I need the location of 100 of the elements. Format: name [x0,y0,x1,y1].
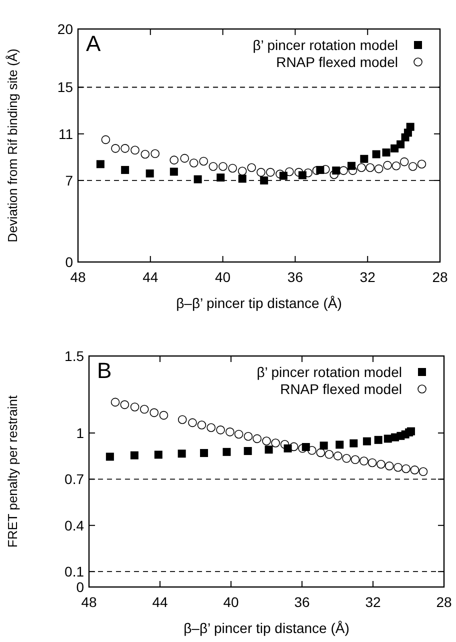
point [130,451,138,460]
point [226,428,234,436]
point [121,166,130,174]
x-tick-label: 32 [365,594,381,610]
annotation: A [86,31,101,56]
point [96,160,104,168]
point [216,426,225,434]
point [392,161,401,170]
y-tick-label: 1 [76,424,84,441]
point [384,462,394,470]
x-tick-label: 40 [223,594,239,610]
x-tick-label: 28 [436,594,452,610]
y-tick-label: 0.4 [64,517,84,534]
point [336,440,344,449]
point [342,454,351,463]
point [262,436,271,446]
point [120,144,130,153]
point [394,462,402,472]
y-tick-label: 0 [65,254,74,270]
point [360,456,368,466]
point [271,438,280,448]
point [266,168,275,177]
point [120,400,130,410]
point [383,160,392,170]
point [228,164,237,173]
x-tick-label: 48 [81,594,97,610]
y-tick-label: 11 [58,126,74,142]
point [206,423,216,432]
point [180,154,190,163]
point [178,450,186,458]
y-tick-label: 15 [57,79,74,96]
point [150,149,160,158]
point [408,162,418,171]
point [216,174,225,182]
x-tick-label: 44 [142,269,158,285]
point [170,168,178,176]
point [350,455,360,464]
point [238,174,246,183]
point [110,398,120,407]
point [418,467,428,476]
y-tick-label: 0.1 [64,564,84,580]
point [417,160,426,169]
x-axis-title: β–β’ pincer tip distance (Å) [184,620,350,636]
point [146,169,154,178]
point [140,150,150,159]
point [252,434,262,444]
point [130,402,140,412]
point [111,144,120,153]
point [200,449,208,458]
point [298,171,306,180]
point [402,464,410,474]
x-tick-label: 36 [287,269,304,285]
point [106,452,114,461]
point [339,166,348,175]
legend-label: β’ pincer rotation model [256,364,402,380]
point [324,450,334,459]
y-tick-label: 1.5 [64,348,84,364]
point [234,430,244,439]
point [332,166,340,175]
point [320,442,328,450]
y-tick-label: 0 [76,578,84,595]
point [302,443,310,452]
point [396,140,405,148]
point [333,452,342,460]
legend-label: RNAP flexed model [280,380,402,397]
point [188,418,197,428]
point [208,162,218,171]
point [382,148,390,156]
point [360,154,368,163]
x-tick-label: 44 [152,594,168,610]
y-tick-label: 0.7 [64,471,84,488]
x-tick-label: 48 [70,269,86,285]
point [150,408,159,418]
point [366,163,375,172]
point [264,446,273,454]
point [316,448,326,458]
point [260,176,268,184]
point [376,460,386,469]
x-tick-label: 28 [432,269,448,285]
point [247,163,256,172]
point [159,410,168,420]
x-tick-label: 40 [215,269,231,285]
point [199,156,208,166]
point [406,122,414,131]
point [238,166,247,176]
point [350,439,358,448]
annotation: B [97,358,112,383]
point [170,156,179,164]
x-axis-title: β–β’ pincer tip distance (Å) [176,295,342,311]
point [256,168,266,177]
point [130,146,140,155]
point [372,150,380,158]
point [178,415,187,424]
point [410,466,420,474]
y-axis-title: Deviation from Rif binding site (Å) [5,48,20,242]
point [244,432,253,441]
point [101,135,110,144]
point [222,448,231,456]
point [140,404,149,414]
y-tick-label: 20 [57,20,74,37]
